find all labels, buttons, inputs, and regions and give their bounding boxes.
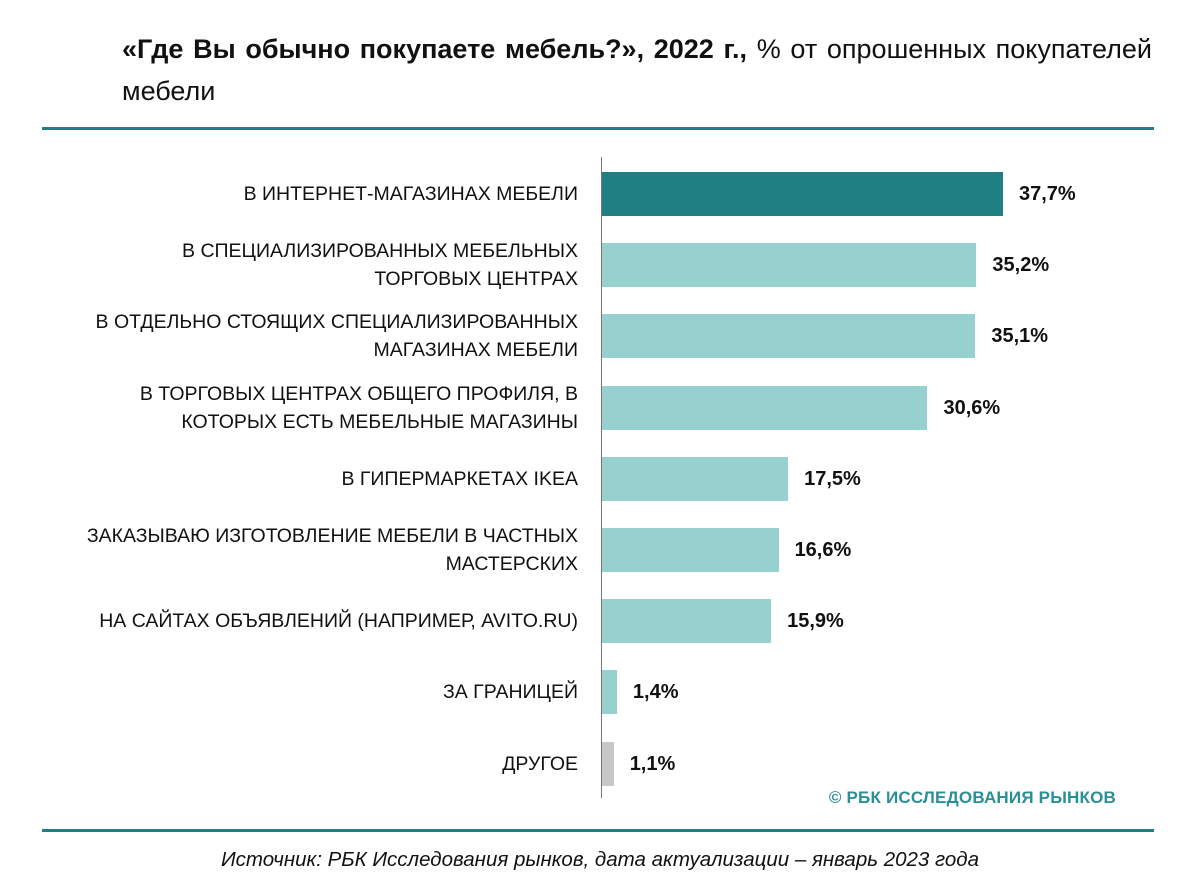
category-label: В СПЕЦИАЛИЗИРОВАННЫХ МЕБЕЛЬНЫХ ТОРГОВЫХ Ц… [18,237,578,293]
category-label-line: ДРУГОЕ [502,752,578,775]
value-label: 37,7% [1019,183,1076,205]
bar [602,243,977,288]
bar [602,528,779,572]
chart-title: «Где Вы обычно покупаете мебель?», 2022 … [122,28,1152,112]
category-label-line: НА САЙТАХ ОБЪЯВЛЕНИЙ (НАПРИМЕР, AVITO.RU… [99,610,578,633]
category-label-line: В ТОРГОВЫХ ЦЕНТРАХ ОБЩЕГО ПРОФИЛЯ, В [139,382,578,405]
category-label-line: В СПЕЦИАЛИЗИРОВАННЫХ МЕБЕЛЬНЫХ [182,240,578,263]
value-label: 16,6% [794,539,852,561]
watermark: © РБК ИССЛЕДОВАНИЯ РЫНКОВ [828,788,1116,807]
bottom-divider [42,829,1154,832]
bar [602,385,928,430]
value-label: 1,4% [632,681,679,704]
category-label-line: МАСТЕРСКИХ [445,553,578,575]
category-label-line: В ОТДЕЛЬНО СТОЯЩИХ СПЕЦИАЛИЗИРОВАННЫХ [95,311,578,334]
category-label-line: МАГАЗИНАХ МЕБЕЛИ [373,339,578,362]
value-label: 15,9% [787,610,844,633]
category-label: ЗА ГРАНИЦЕЙ [18,664,578,720]
category-label-line: ТОРГОВЫХ ЦЕНТРАХ [374,268,578,291]
category-label: В ГИПЕРМАРКЕТАХ IKEA [18,451,578,507]
chart-title-rest: % от опрошенных покупателей мебели [122,34,1152,106]
category-label-line: В ИНТЕРНЕТ-МАГАЗИНАХ МЕБЕЛИ [243,183,578,205]
category-label-line: КОТОРЫХ ЕСТЬ МЕБЕЛЬНЫЕ МАГАЗИНЫ [181,410,578,433]
source-note: Источник: РБК Исследования рынков, дата … [220,848,980,871]
category-label: ДРУГОЕ [18,736,578,792]
category-label: В ТОРГОВЫХ ЦЕНТРАХ ОБЩЕГО ПРОФИЛЯ, В КОТО… [18,380,578,436]
value-label: 35,1% [991,325,1049,348]
category-label-line: ЗАКАЗЫВАЮ ИЗГОТОВЛЕНИЕ МЕБЕЛИ В ЧАСТНЫХ [86,525,578,547]
chart-title-bold: «Где Вы обычно покупаете мебель?», 2022 … [122,34,748,64]
value-label: 1,1% [629,752,676,775]
category-label: НА САЙТАХ ОБЪЯВЛЕНИЙ (НАПРИМЕР, AVITO.RU… [18,593,578,649]
bar [602,741,614,786]
bar [602,456,789,501]
category-label-line: В ГИПЕРМАРКЕТАХ IKEA [341,467,578,490]
value-label: 30,6% [943,396,1001,419]
value-label: 17,5% [804,467,861,490]
bar [602,670,617,715]
category-label-line: ЗА ГРАНИЦЕЙ [442,681,578,704]
category-label: ЗАКАЗЫВАЮ ИЗГОТОВЛЕНИЕ МЕБЕЛИ В ЧАСТНЫХ М… [18,522,578,578]
category-label: В ИНТЕРНЕТ-МАГАЗИНАХ МЕБЕЛИ [18,166,578,222]
top-divider [42,127,1154,130]
bar [602,599,772,644]
bar [602,314,976,359]
category-axis [601,157,602,798]
bar [602,172,1003,216]
value-label: 35,2% [992,254,1050,277]
category-label: В ОТДЕЛЬНО СТОЯЩИХ СПЕЦИАЛИЗИРОВАННЫХ МАГ… [18,308,578,364]
